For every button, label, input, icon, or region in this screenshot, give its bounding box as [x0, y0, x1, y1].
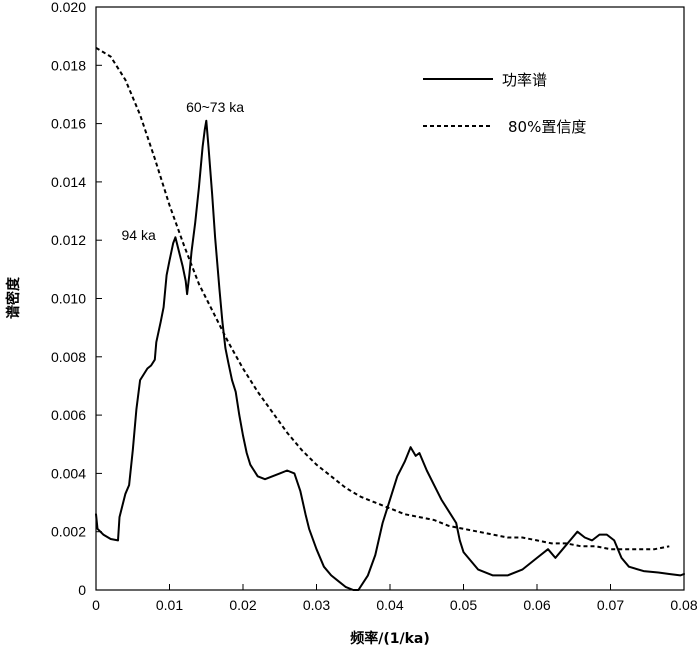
x-tick-label-7: 0.07	[597, 597, 624, 613]
y-tick-label-5: 0.010	[51, 291, 86, 307]
series-line-confidence-80	[95, 46, 670, 551]
y-tick-label-0: 0	[78, 582, 86, 598]
y-tick-label-9: 0.018	[51, 57, 86, 73]
y-tick-label-1: 0.002	[51, 524, 86, 540]
series-layer	[95, 46, 685, 591]
x-tick-label-1: 0.01	[156, 597, 183, 613]
annotation-label-1: 94 ka	[122, 227, 156, 243]
y-axis-title: 谱密度	[5, 276, 22, 319]
x-tick-label-8: 0.08	[670, 597, 697, 613]
x-axis-title: 频率/(1/ka)	[350, 630, 430, 647]
series-line-power-spectrum	[95, 119, 685, 591]
annotations: 60~73 ka 94 ka	[122, 99, 245, 243]
y-tick-label-7: 0.014	[51, 174, 86, 190]
annotation-label-0: 60~73 ka	[186, 99, 244, 115]
tick-labels: 0 0.01 0.02 0.03 0.04 0.05 0.06 0.07 0.08 0 0.002 0…	[51, 0, 698, 613]
x-tick-label-2: 0.02	[229, 597, 256, 613]
legend-label-power-spectrum: 功率谱	[502, 71, 547, 89]
y-tick-label-2: 0.004	[51, 465, 86, 481]
y-tick-label-4: 0.008	[51, 349, 86, 365]
x-tick-label-4: 0.04	[376, 597, 403, 613]
legend: 功率谱 80%置信度	[423, 71, 586, 136]
legend-label-confidence: 80%置信度	[508, 118, 586, 136]
y-tick-label-10: 0.020	[51, 0, 86, 15]
x-tick-label-0: 0	[92, 597, 100, 613]
y-tick-label-3: 0.006	[51, 407, 86, 423]
axis-ticks	[95, 6, 685, 591]
y-tick-label-8: 0.016	[51, 116, 86, 132]
x-tick-label-6: 0.06	[523, 597, 550, 613]
plot-frame	[95, 6, 685, 591]
y-tick-label-6: 0.012	[51, 232, 86, 248]
x-tick-label-5: 0.05	[450, 597, 477, 613]
x-tick-label-3: 0.03	[303, 597, 330, 613]
